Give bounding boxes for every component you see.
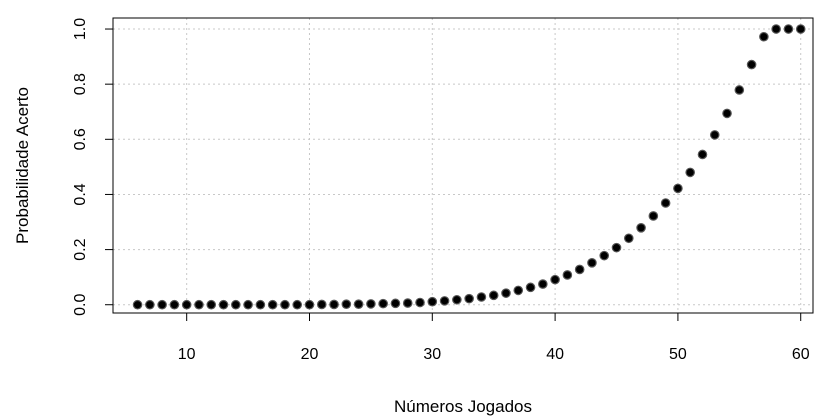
y-tick-label: 0.6 (72, 128, 89, 150)
data-point (390, 298, 401, 309)
data-point (378, 298, 388, 309)
y-axis: 0.0 0.2 0.4 0.6 0.8 1.0 (72, 18, 113, 316)
x-tick-label: 40 (546, 346, 564, 363)
data-point (771, 24, 781, 34)
data-point (636, 223, 646, 233)
x-tick-label: 30 (423, 346, 441, 363)
data-point (132, 299, 143, 310)
data-point (673, 183, 683, 194)
data-point (476, 292, 487, 302)
data-point (685, 167, 695, 178)
data-point (267, 299, 278, 310)
data-point (746, 59, 757, 70)
y-tick-label: 0.4 (72, 183, 89, 205)
data-point (292, 299, 303, 310)
data-point (206, 299, 217, 310)
data-point (611, 242, 622, 253)
data-point (231, 299, 241, 310)
x-tick-label: 20 (301, 346, 319, 363)
data-point (648, 211, 659, 221)
data-point (169, 299, 180, 310)
data-point (304, 299, 315, 310)
data-point (709, 130, 720, 140)
y-tick-label: 0.0 (72, 294, 89, 316)
data-point (525, 282, 536, 293)
x-axis-title: Números Jogados (394, 397, 532, 416)
data-point (366, 299, 376, 309)
data-point (501, 288, 511, 298)
data-point (427, 296, 438, 307)
data-point (243, 299, 253, 310)
data-point (452, 294, 462, 305)
data-point (464, 293, 474, 304)
y-gridlines (113, 28, 813, 306)
data-point (439, 296, 450, 306)
data-point (402, 298, 413, 308)
x-tick-label: 60 (792, 346, 810, 363)
y-axis-title: Probabilidade Acerto (13, 87, 32, 244)
data-point (415, 297, 425, 308)
data-point (722, 108, 732, 119)
data-point (145, 299, 155, 310)
x-axis: 10 20 30 40 50 60 (178, 313, 810, 363)
data-point (316, 299, 327, 310)
x-tick-label: 50 (669, 346, 687, 363)
data-point (759, 31, 769, 42)
data-point (329, 299, 339, 310)
data-point (255, 299, 266, 310)
data-point (587, 258, 597, 268)
data-point (513, 285, 524, 296)
data-point (157, 299, 167, 310)
data-point (599, 250, 610, 261)
data-point (341, 299, 352, 309)
data-point (783, 24, 794, 34)
data-points (132, 24, 806, 310)
data-point (488, 290, 499, 301)
data-point (795, 24, 806, 34)
data-point (550, 274, 560, 285)
x-tick-label: 10 (178, 346, 196, 363)
data-point (218, 299, 229, 310)
y-tick-label: 0.2 (72, 238, 89, 260)
data-point (574, 264, 585, 275)
x-gridlines (186, 18, 802, 313)
data-point (280, 299, 290, 310)
data-point (538, 279, 548, 289)
data-point (623, 233, 634, 244)
y-tick-label: 1.0 (72, 18, 89, 40)
data-point (660, 198, 671, 208)
data-point (353, 299, 364, 309)
data-point (181, 299, 192, 310)
plot-frame (112, 17, 814, 314)
data-point (194, 299, 204, 310)
data-point (734, 85, 745, 95)
data-point (697, 149, 708, 160)
data-point (562, 270, 573, 280)
y-tick-label: 0.8 (72, 73, 89, 95)
